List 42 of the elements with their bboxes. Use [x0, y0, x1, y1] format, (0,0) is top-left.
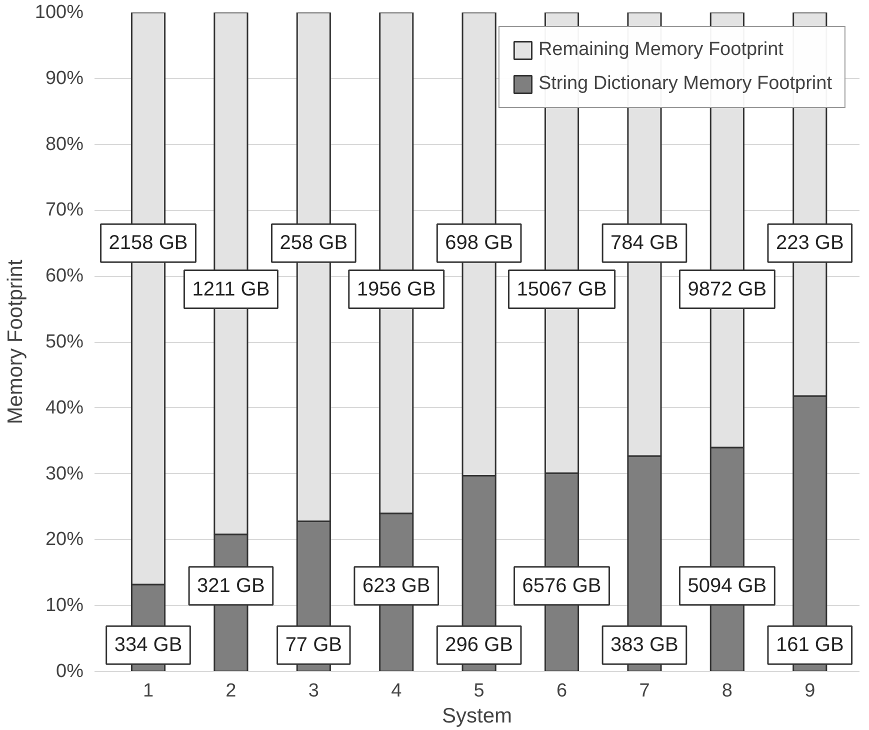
x-tick-label: 1 [142, 680, 154, 702]
annotation: 623 GB [362, 574, 430, 597]
annotation: 1956 GB [356, 278, 436, 300]
x-tick-label: 4 [391, 680, 402, 702]
annotation: 258 GB [280, 232, 348, 254]
annotation: 698 GB [445, 232, 513, 254]
annotation: 334 GB [114, 634, 182, 656]
annotation: 1211 GB [192, 278, 270, 300]
x-tick-label: 5 [474, 680, 484, 702]
annotation: 15067 GB [516, 278, 607, 300]
x-tick-label: 6 [556, 680, 568, 702]
annotation: 9872 GB [688, 278, 767, 300]
y-tick-label: 90% [45, 68, 84, 89]
y-tick-label: 100% [34, 2, 84, 23]
annotation: 321 GB [197, 574, 265, 597]
annotation: 161 GB [776, 634, 844, 656]
annotation: 296 GB [445, 634, 513, 656]
legend-label: Remaining Memory Footprint [538, 39, 784, 61]
x-axis-title: System [442, 704, 512, 728]
annotation: 223 GB [776, 232, 844, 254]
x-tick-label: 9 [804, 680, 816, 702]
y-tick-label: 50% [45, 332, 84, 352]
x-tick-label: 8 [722, 680, 732, 702]
annotation: 77 GB [285, 634, 342, 656]
y-tick-label: 60% [45, 266, 84, 287]
y-tick-label: 40% [45, 397, 84, 418]
annotation: 2158 GB [108, 232, 188, 254]
y-axis-title: Memory Footprint [4, 260, 27, 424]
annotation: 5094 GB [688, 574, 767, 597]
annotation: 383 GB [610, 634, 678, 656]
y-tick-label: 20% [45, 529, 84, 550]
y-tick-label: 80% [45, 134, 84, 155]
y-tick-label: 10% [45, 595, 84, 616]
x-tick-label: 2 [226, 680, 236, 702]
legend-label: String Dictionary Memory Footprint [538, 73, 832, 95]
annotation: 784 GB [610, 232, 678, 254]
y-tick-label: 30% [45, 463, 84, 484]
x-tick-label: 7 [639, 680, 650, 702]
x-tick-label: 3 [308, 680, 319, 702]
y-tick-label: 0% [56, 661, 84, 682]
annotation: 6576 GB [522, 574, 602, 597]
y-tick-label: 70% [45, 200, 84, 221]
